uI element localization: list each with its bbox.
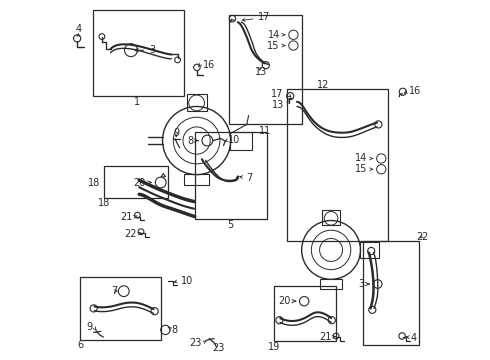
Text: 18: 18 — [98, 198, 110, 208]
Text: 14: 14 — [355, 153, 368, 163]
Text: 4: 4 — [75, 24, 81, 35]
Text: 3: 3 — [358, 279, 364, 289]
Text: 19: 19 — [268, 342, 280, 352]
Bar — [80, 277, 161, 339]
Text: 2: 2 — [421, 232, 428, 242]
Bar — [322, 211, 340, 225]
Bar — [360, 242, 379, 258]
Text: 20: 20 — [133, 177, 146, 188]
Text: 20: 20 — [278, 296, 291, 306]
Bar — [184, 174, 209, 185]
Bar — [320, 279, 342, 289]
Text: 17: 17 — [257, 12, 270, 22]
Text: 10: 10 — [181, 276, 194, 286]
Text: 18: 18 — [88, 177, 100, 188]
Bar — [274, 286, 337, 341]
Text: 15: 15 — [355, 164, 368, 174]
Bar — [104, 166, 168, 198]
Text: 7: 7 — [245, 173, 252, 183]
Text: 2: 2 — [416, 232, 422, 242]
Bar — [93, 10, 184, 96]
Text: 16: 16 — [409, 86, 421, 96]
Text: 12: 12 — [317, 80, 329, 90]
Text: 8: 8 — [172, 325, 177, 335]
Text: 23: 23 — [213, 343, 225, 353]
Bar — [229, 15, 302, 125]
Text: 9: 9 — [173, 128, 179, 138]
Text: 8: 8 — [187, 136, 194, 145]
Text: 4: 4 — [411, 333, 417, 343]
Text: 21: 21 — [319, 332, 332, 342]
Text: 7: 7 — [111, 286, 118, 296]
Text: 11: 11 — [259, 126, 271, 136]
Text: 13: 13 — [271, 100, 284, 110]
Text: 10: 10 — [228, 135, 240, 145]
Text: 9: 9 — [86, 322, 93, 332]
Bar — [287, 89, 389, 241]
Text: 5: 5 — [227, 220, 234, 230]
Text: 21: 21 — [121, 212, 133, 221]
Text: 15: 15 — [268, 41, 280, 50]
Text: 17: 17 — [271, 89, 284, 99]
Text: 13: 13 — [255, 67, 267, 77]
Text: 3: 3 — [149, 45, 155, 55]
Text: 22: 22 — [124, 229, 137, 239]
Bar — [195, 132, 267, 220]
Text: 6: 6 — [77, 340, 83, 350]
Text: 23: 23 — [190, 338, 202, 348]
Text: 1: 1 — [134, 97, 141, 107]
Bar — [187, 94, 207, 111]
Text: 16: 16 — [203, 59, 215, 69]
Text: 14: 14 — [268, 30, 280, 40]
Bar — [230, 132, 252, 149]
Bar — [364, 241, 419, 345]
